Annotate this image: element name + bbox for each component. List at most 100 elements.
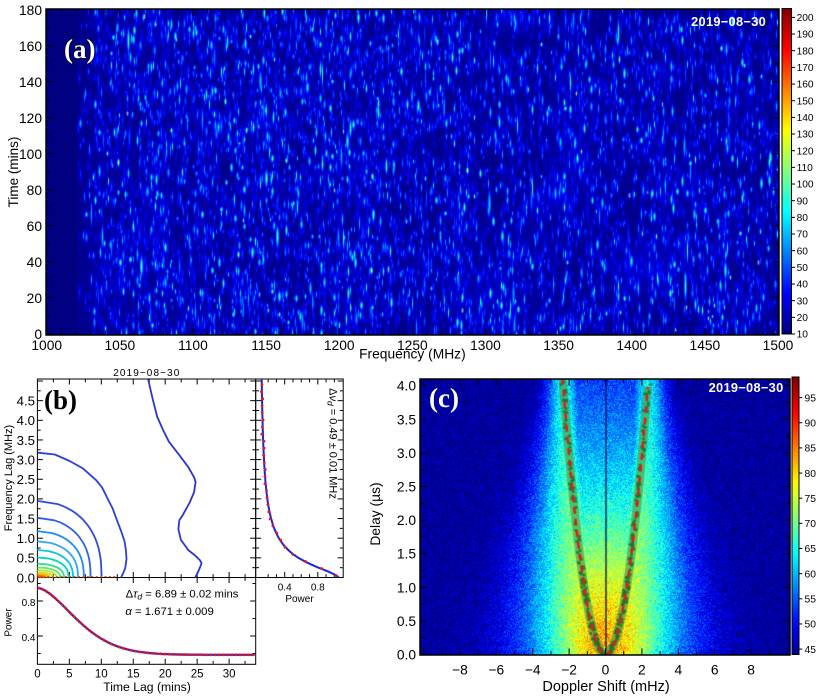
svg-text:2019−08−30: 2019−08−30 xyxy=(113,368,180,379)
svg-text:85: 85 xyxy=(805,444,817,455)
svg-text:−8: −8 xyxy=(452,663,468,678)
svg-text:100: 100 xyxy=(19,147,42,162)
svg-text:Delay (µs): Delay (µs) xyxy=(368,482,383,545)
svg-text:1.5: 1.5 xyxy=(17,511,35,526)
svg-text:Time (mins): Time (mins) xyxy=(6,137,21,208)
svg-text:75: 75 xyxy=(805,494,817,505)
svg-text:40: 40 xyxy=(797,280,809,291)
svg-text:0.0: 0.0 xyxy=(397,648,417,663)
svg-text:0.5: 0.5 xyxy=(17,551,35,566)
svg-text:25: 25 xyxy=(191,669,204,681)
svg-text:−4: −4 xyxy=(525,663,541,678)
svg-text:1500: 1500 xyxy=(763,338,794,353)
svg-text:30: 30 xyxy=(223,669,236,681)
svg-text:Power: Power xyxy=(3,608,14,637)
svg-text:Doppler Shift (mHz): Doppler Shift (mHz) xyxy=(542,679,669,695)
svg-text:1.5: 1.5 xyxy=(397,547,417,562)
svg-text:1.0: 1.0 xyxy=(17,531,35,546)
svg-text:2.5: 2.5 xyxy=(397,480,417,495)
svg-text:1350: 1350 xyxy=(543,338,574,353)
svg-text:15: 15 xyxy=(127,669,140,681)
svg-text:2.0: 2.0 xyxy=(397,513,417,528)
svg-text:1100: 1100 xyxy=(178,338,208,353)
svg-text:80: 80 xyxy=(797,213,809,224)
svg-text:Δνd = 0.49 ± 0.01 MHz: Δνd = 0.49 ± 0.01 MHz xyxy=(326,388,339,499)
svg-text:60: 60 xyxy=(27,219,43,234)
svg-text:Power: Power xyxy=(285,594,314,605)
svg-text:180: 180 xyxy=(797,46,814,57)
svg-text:Frequency Lag (MHz): Frequency Lag (MHz) xyxy=(3,425,15,531)
svg-text:0.8: 0.8 xyxy=(311,582,325,593)
svg-text:0.8: 0.8 xyxy=(22,598,36,609)
svg-text:3.0: 3.0 xyxy=(397,446,417,461)
svg-text:4.5: 4.5 xyxy=(17,393,35,408)
svg-text:1000: 1000 xyxy=(31,338,62,353)
svg-text:4.0: 4.0 xyxy=(397,379,417,394)
svg-text:190: 190 xyxy=(797,30,814,41)
svg-text:3.0: 3.0 xyxy=(17,452,35,467)
svg-text:50: 50 xyxy=(797,263,809,274)
svg-text:90: 90 xyxy=(797,196,809,207)
svg-text:Δτd = 6.89 ± 0.02 mins: Δτd = 6.89 ± 0.02 mins xyxy=(126,589,239,602)
svg-text:40: 40 xyxy=(27,255,43,270)
svg-text:2019−08−30: 2019−08−30 xyxy=(709,380,784,395)
svg-text:50: 50 xyxy=(805,620,817,631)
svg-text:10: 10 xyxy=(797,330,809,341)
svg-text:95: 95 xyxy=(805,393,817,404)
svg-text:120: 120 xyxy=(797,146,814,157)
svg-text:Frequency (MHz): Frequency (MHz) xyxy=(359,347,466,362)
svg-text:4.0: 4.0 xyxy=(17,413,35,428)
svg-text:180: 180 xyxy=(19,3,42,18)
svg-text:(b): (b) xyxy=(44,385,77,415)
svg-text:0: 0 xyxy=(34,327,42,342)
svg-text:2: 2 xyxy=(638,663,646,678)
svg-text:4: 4 xyxy=(674,663,682,678)
svg-text:170: 170 xyxy=(797,63,814,74)
svg-text:1050: 1050 xyxy=(104,338,135,353)
svg-text:70: 70 xyxy=(797,230,809,241)
svg-text:110: 110 xyxy=(797,163,814,174)
svg-text:1450: 1450 xyxy=(690,338,721,353)
svg-text:α = 1.671 ± 0.009: α = 1.671 ± 0.009 xyxy=(125,606,213,618)
svg-text:2019−08−30: 2019−08−30 xyxy=(691,14,766,29)
svg-text:20: 20 xyxy=(159,669,172,681)
svg-text:60: 60 xyxy=(805,569,817,580)
svg-text:(a): (a) xyxy=(64,34,95,64)
svg-text:45: 45 xyxy=(805,645,817,656)
svg-text:(c): (c) xyxy=(429,383,459,413)
svg-text:200: 200 xyxy=(797,13,814,24)
svg-text:0: 0 xyxy=(602,663,610,678)
svg-text:−6: −6 xyxy=(488,663,504,678)
svg-text:1150: 1150 xyxy=(251,338,281,353)
svg-text:3.5: 3.5 xyxy=(397,412,417,427)
svg-text:65: 65 xyxy=(805,544,817,555)
svg-text:80: 80 xyxy=(27,183,43,198)
svg-text:140: 140 xyxy=(797,113,814,124)
svg-text:120: 120 xyxy=(19,111,42,126)
svg-text:0.4: 0.4 xyxy=(278,582,292,593)
svg-text:150: 150 xyxy=(797,96,814,107)
svg-text:100: 100 xyxy=(797,180,814,191)
svg-text:70: 70 xyxy=(805,519,817,530)
svg-text:1250: 1250 xyxy=(397,338,428,353)
svg-text:160: 160 xyxy=(797,80,814,91)
svg-text:1300: 1300 xyxy=(470,338,501,353)
svg-text:0.5: 0.5 xyxy=(397,614,417,629)
svg-text:1.0: 1.0 xyxy=(397,580,417,595)
svg-text:80: 80 xyxy=(805,469,817,480)
svg-text:130: 130 xyxy=(797,130,814,141)
svg-text:Time Lag (mins): Time Lag (mins) xyxy=(103,680,191,694)
svg-text:0.4: 0.4 xyxy=(22,633,36,644)
svg-text:−2: −2 xyxy=(561,663,577,678)
svg-text:60: 60 xyxy=(797,246,809,257)
svg-text:20: 20 xyxy=(797,313,809,324)
svg-text:2.0: 2.0 xyxy=(17,492,35,507)
svg-text:140: 140 xyxy=(19,75,42,90)
svg-text:20: 20 xyxy=(27,291,43,306)
svg-text:5: 5 xyxy=(66,669,72,681)
svg-text:1400: 1400 xyxy=(616,338,647,353)
svg-text:6: 6 xyxy=(711,663,719,678)
svg-text:8: 8 xyxy=(747,663,755,678)
svg-text:2.5: 2.5 xyxy=(17,472,35,487)
svg-text:10: 10 xyxy=(95,669,108,681)
